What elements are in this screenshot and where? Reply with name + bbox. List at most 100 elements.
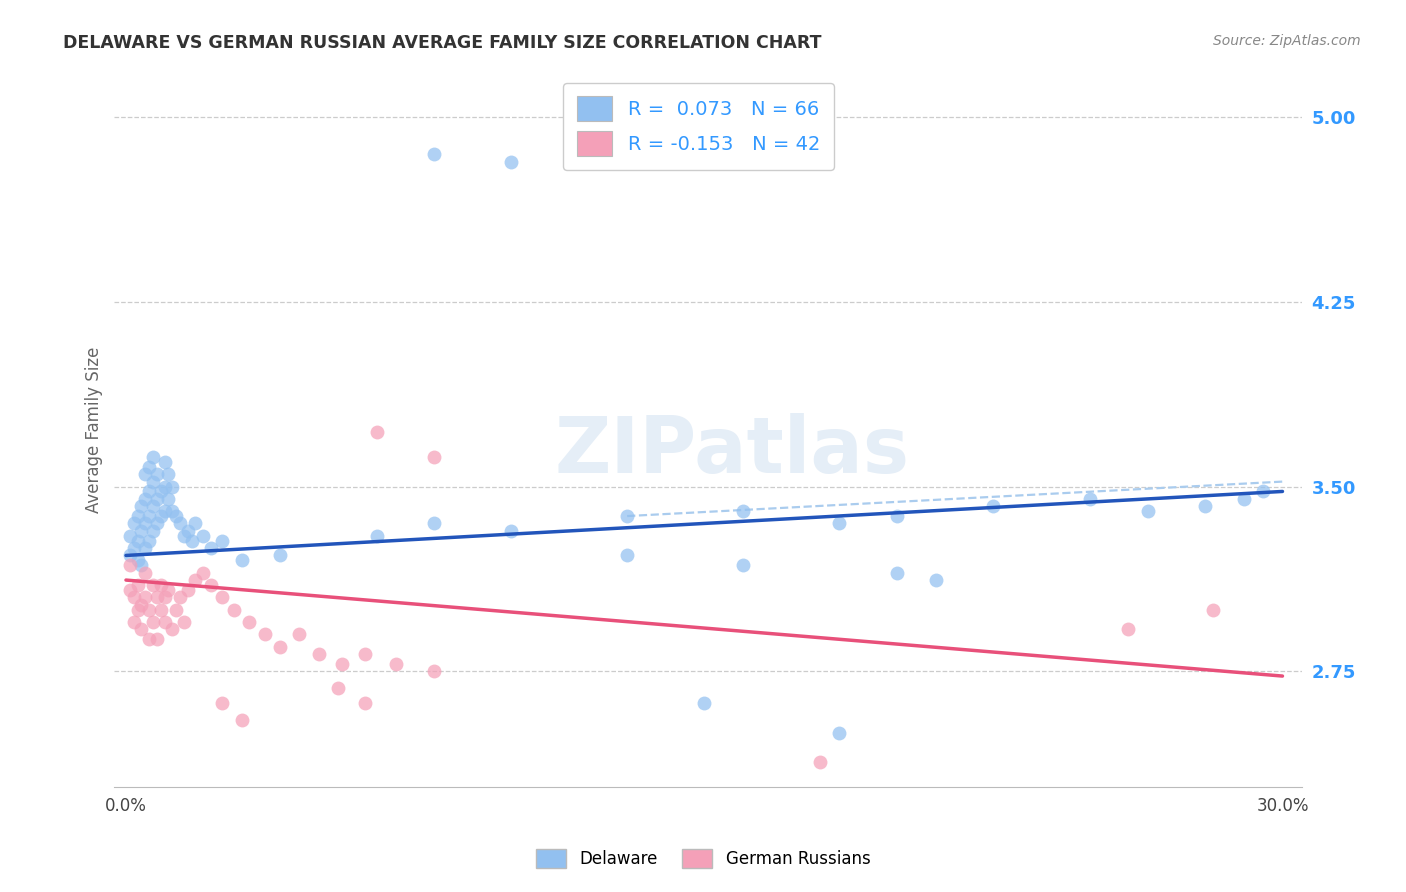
Point xyxy=(134,591,156,605)
Point xyxy=(146,632,169,647)
Point xyxy=(165,602,187,616)
Point xyxy=(134,541,156,555)
Point xyxy=(200,578,222,592)
Point xyxy=(149,484,172,499)
Point xyxy=(828,725,851,739)
Point xyxy=(731,558,754,573)
Point xyxy=(173,529,195,543)
Point xyxy=(423,516,446,531)
Point xyxy=(127,602,149,616)
Point xyxy=(423,664,446,678)
Point xyxy=(423,147,446,161)
Point xyxy=(180,533,202,548)
Point xyxy=(153,504,176,518)
Point xyxy=(146,591,169,605)
Point xyxy=(157,467,180,482)
Point xyxy=(138,509,160,524)
Point xyxy=(118,549,141,563)
Point xyxy=(501,524,523,538)
Point xyxy=(366,529,388,543)
Point xyxy=(330,657,353,671)
Point xyxy=(162,504,184,518)
Point xyxy=(211,591,233,605)
Point xyxy=(886,509,908,524)
Point xyxy=(149,602,172,616)
Point xyxy=(385,657,408,671)
Point xyxy=(731,504,754,518)
Point xyxy=(501,154,523,169)
Point xyxy=(127,578,149,592)
Point xyxy=(127,553,149,567)
Point xyxy=(131,622,153,636)
Point xyxy=(131,524,153,538)
Point xyxy=(173,615,195,629)
Point xyxy=(157,582,180,597)
Point xyxy=(184,516,207,531)
Point xyxy=(211,533,233,548)
Point xyxy=(142,524,165,538)
Point xyxy=(149,509,172,524)
Point xyxy=(131,500,153,514)
Point xyxy=(423,450,446,464)
Point xyxy=(127,533,149,548)
Point xyxy=(1202,602,1225,616)
Point xyxy=(924,573,946,587)
Point xyxy=(1194,500,1216,514)
Point xyxy=(122,541,145,555)
Point xyxy=(142,500,165,514)
Point xyxy=(118,529,141,543)
Point xyxy=(142,450,165,464)
Point xyxy=(153,455,176,469)
Point xyxy=(138,632,160,647)
Point xyxy=(616,509,638,524)
Point xyxy=(211,696,233,710)
Point xyxy=(222,602,245,616)
Point xyxy=(157,491,180,506)
Point xyxy=(269,549,291,563)
Point xyxy=(122,591,145,605)
Point xyxy=(886,566,908,580)
Point xyxy=(1116,622,1139,636)
Point xyxy=(127,509,149,524)
Text: Source: ZipAtlas.com: Source: ZipAtlas.com xyxy=(1213,34,1361,48)
Point xyxy=(169,591,191,605)
Point xyxy=(142,615,165,629)
Point xyxy=(1233,491,1256,506)
Point xyxy=(238,615,260,629)
Point xyxy=(983,500,1005,514)
Point xyxy=(808,756,831,770)
Point xyxy=(138,533,160,548)
Point xyxy=(1136,504,1159,518)
Point xyxy=(134,566,156,580)
Point xyxy=(231,714,253,728)
Point xyxy=(1251,484,1274,499)
Point xyxy=(366,425,388,440)
Point xyxy=(191,529,214,543)
Point xyxy=(354,647,377,661)
Point xyxy=(153,479,176,493)
Legend: Delaware, German Russians: Delaware, German Russians xyxy=(529,843,877,875)
Point xyxy=(231,553,253,567)
Point xyxy=(184,573,207,587)
Point xyxy=(1078,491,1101,506)
Point xyxy=(191,566,214,580)
Point xyxy=(118,558,141,573)
Point xyxy=(134,516,156,531)
Point xyxy=(138,484,160,499)
Point xyxy=(153,615,176,629)
Point xyxy=(146,516,169,531)
Point xyxy=(118,582,141,597)
Point xyxy=(176,524,198,538)
Point xyxy=(162,622,184,636)
Point xyxy=(131,558,153,573)
Point xyxy=(269,640,291,654)
Point xyxy=(162,479,184,493)
Point xyxy=(176,582,198,597)
Point xyxy=(288,627,311,641)
Point xyxy=(200,541,222,555)
Point xyxy=(146,467,169,482)
Text: DELAWARE VS GERMAN RUSSIAN AVERAGE FAMILY SIZE CORRELATION CHART: DELAWARE VS GERMAN RUSSIAN AVERAGE FAMIL… xyxy=(63,34,821,52)
Point xyxy=(134,491,156,506)
Point xyxy=(138,459,160,474)
Legend: R =  0.073   N = 66, R = -0.153   N = 42: R = 0.073 N = 66, R = -0.153 N = 42 xyxy=(564,83,834,169)
